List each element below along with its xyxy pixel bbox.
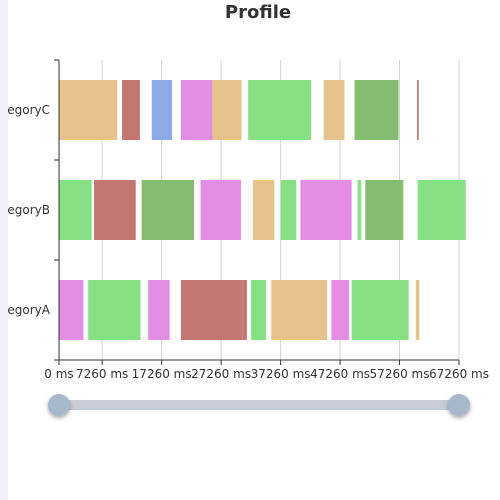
zoom-slider-end-handle[interactable] (448, 394, 470, 416)
x-tick-label: 17260 ms (132, 367, 192, 381)
category-labels: egoryA egoryB egoryC (7, 103, 51, 317)
category-label: egoryC (7, 103, 50, 117)
interval-bar (94, 180, 136, 240)
interval-bar (59, 180, 92, 240)
x-tick-label: 57260 ms (370, 367, 430, 381)
interval-bar (59, 80, 118, 140)
interval-bar (122, 80, 140, 140)
interval-bar (271, 280, 328, 340)
zoom-slider-track[interactable] (59, 400, 459, 410)
interval-bar (59, 280, 84, 340)
interval-bar (251, 280, 266, 340)
chart-title: Profile (224, 2, 292, 23)
interval-bar (180, 80, 213, 140)
interval-bar (417, 80, 419, 140)
interval-bar (323, 80, 345, 140)
x-tick-label: 37260 ms (251, 367, 311, 381)
interval-bar (300, 180, 352, 240)
interval-bar (242, 280, 247, 340)
x-tick-label: 47260 ms (310, 367, 370, 381)
x-tick-label: 67260 ms (429, 367, 489, 381)
interval-bar (280, 180, 297, 240)
x-tick-label: 7260 ms (76, 367, 128, 381)
interval-bar (351, 280, 409, 340)
zoom-slider-start-handle[interactable] (48, 394, 70, 416)
axes (54, 59, 460, 365)
interval-bar (415, 280, 420, 340)
interval-bar (180, 280, 243, 340)
interval-bar (141, 180, 194, 240)
interval-bar (148, 280, 170, 340)
x-tick-label: 27260 ms (191, 367, 251, 381)
x-tick-label: 0 ms (44, 367, 73, 381)
interval-bar (212, 80, 242, 140)
interval-bar (354, 80, 399, 140)
interval-bars (59, 80, 466, 340)
category-label: egoryA (7, 303, 50, 317)
category-label: egoryB (7, 203, 50, 217)
interval-bar (151, 80, 172, 140)
interval-bar (417, 180, 466, 240)
interval-bar (248, 80, 312, 140)
x-tick-labels: 0 ms 7260 ms 17260 ms 27260 ms 37260 ms 47260… (44, 367, 489, 381)
interval-bar (252, 180, 275, 240)
interval-bar (365, 180, 404, 240)
interval-bar (357, 180, 362, 240)
interval-bar (331, 280, 350, 340)
left-panel-edge (0, 0, 8, 500)
interval-bar (88, 280, 141, 340)
interval-bar (200, 180, 241, 240)
